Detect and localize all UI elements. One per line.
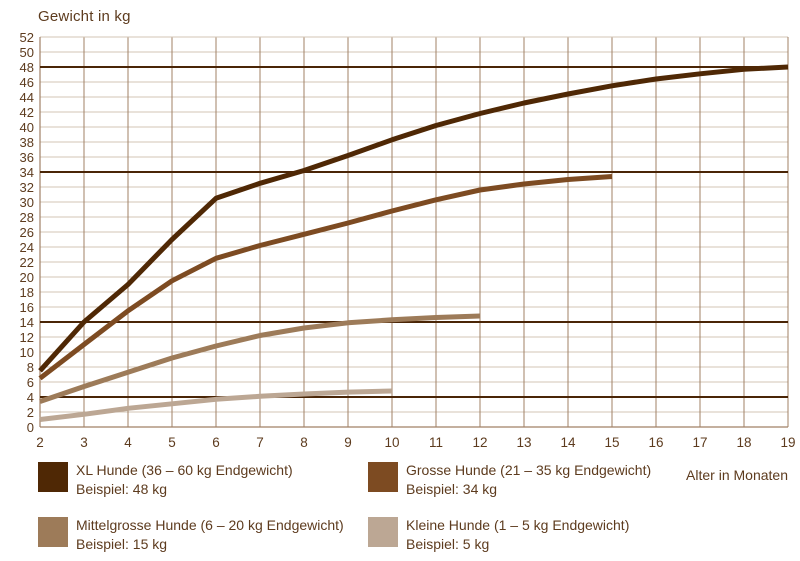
y-axis-tick-label: 40 [19,119,34,135]
growth-curve-0 [38,64,789,373]
y-axis-tick-label: 14 [19,314,34,330]
x-axis-tick-label: 4 [124,435,132,450]
y-axis-tick-label: 38 [19,134,34,150]
legend-text: Kleine Hunde (1 – 5 kg Endgewicht) Beispi… [406,516,629,554]
legend: XL Hunde (36 – 60 kg Endgewicht) Beispiel… [38,461,738,554]
y-axis-tick-label: 42 [19,104,34,120]
legend-label: Kleine Hunde (1 – 5 kg Endgewicht) [406,517,630,533]
growth-curve-1 [38,174,613,381]
legend-example: Beispiel: 15 kg [76,536,168,552]
x-axis-tick-label: 7 [256,435,264,450]
y-axis-tick-label: 20 [19,269,34,285]
y-axis-tick-label: 44 [19,89,34,105]
x-axis-tick-label: 18 [736,435,752,450]
x-axis-tick-label: 9 [344,435,352,450]
legend-item-1: Grosse Hunde (21 – 35 kg Endgewicht) Beis… [368,461,698,499]
x-axis-tick-label: 11 [428,435,443,450]
chart-title: Gewicht in kg [38,8,131,25]
y-axis-tick-label: 16 [19,299,34,315]
y-axis-tick-label: 0 [26,419,34,435]
legend-swatch [368,462,398,492]
y-axis-tick-label: 48 [19,59,34,75]
legend-item-3: Kleine Hunde (1 – 5 kg Endgewicht) Beispi… [368,516,698,554]
legend-item-0: XL Hunde (36 – 60 kg Endgewicht) Beispiel… [38,461,368,499]
x-axis-title: Alter in Monaten [686,467,788,483]
y-axis-tick-label: 28 [19,209,34,225]
x-axis-tick-label: 2 [36,435,44,450]
y-axis-tick-label: 24 [19,239,34,255]
y-axis-tick-label: 18 [19,284,34,300]
y-axis-tick-label: 12 [19,329,34,345]
y-axis-tick-label: 8 [26,359,34,375]
legend-label: XL Hunde (36 – 60 kg Endgewicht) [76,462,293,478]
legend-text: XL Hunde (36 – 60 kg Endgewicht) Beispiel… [76,461,293,499]
legend-swatch [38,462,68,492]
legend-swatch [368,517,398,547]
growth-curve-3 [39,388,393,422]
y-axis-tick-label: 4 [26,389,34,405]
x-axis-tick-label: 10 [384,435,400,450]
legend-example: Beispiel: 48 kg [76,481,168,497]
y-axis-tick-label: 36 [19,149,34,165]
legend-example: Beispiel: 5 kg [406,536,490,552]
y-axis-tick-label: 30 [19,194,34,210]
x-axis-tick-label: 14 [560,435,576,450]
legend-text: Grosse Hunde (21 – 35 kg Endgewicht) Beis… [406,461,651,499]
y-axis-tick-label: 52 [19,29,34,45]
x-axis-tick-label: 12 [472,435,488,450]
y-axis-tick-label: 6 [26,374,34,390]
x-axis-tick-label: 19 [780,435,796,450]
y-axis-tick-label: 34 [19,164,34,180]
x-axis-tick-label: 15 [604,435,620,450]
y-axis-tick-label: 10 [19,344,34,360]
legend-item-2: Mittelgrosse Hunde (6 – 20 kg Endgewicht… [38,516,368,554]
x-axis-tick-label: 16 [648,435,664,450]
y-axis-tick-label: 50 [19,44,34,60]
y-axis-tick-label: 26 [19,224,34,240]
y-axis-tick-label: 2 [26,404,34,420]
x-axis-tick-label: 3 [80,435,88,450]
y-axis-tick-label: 32 [19,179,34,195]
legend-label: Grosse Hunde (21 – 35 kg Endgewicht) [406,462,652,478]
x-axis-tick-label: 5 [168,435,176,450]
x-axis-tick-label: 6 [212,435,220,450]
y-axis-tick-label: 22 [19,254,34,270]
legend-label: Mittelgrosse Hunde (6 – 20 kg Endgewicht… [76,517,344,533]
legend-swatch [38,517,68,547]
legend-example: Beispiel: 34 kg [406,481,498,497]
x-axis-tick-label: 13 [516,435,532,450]
growth-curve-2 [39,313,481,404]
x-axis-tick-label: 8 [300,435,308,450]
y-axis-tick-label: 46 [19,74,34,90]
x-axis-tick-label: 17 [692,435,708,450]
legend-text: Mittelgrosse Hunde (6 – 20 kg Endgewicht… [76,516,344,554]
